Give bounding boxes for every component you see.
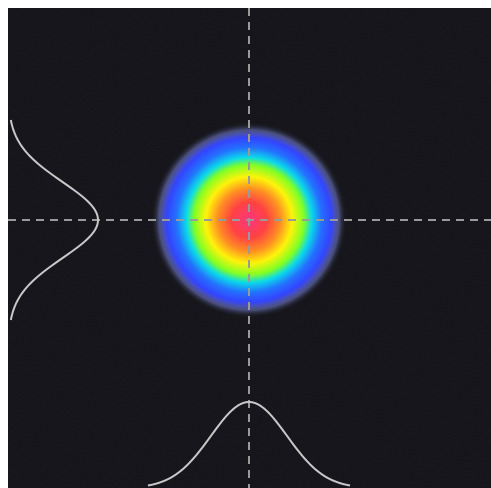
vertical-profile-curve <box>9 119 100 321</box>
beam-image-canvas[interactable] <box>8 8 491 488</box>
horizontal-profile-curve <box>147 401 351 487</box>
beam-image-viewport[interactable] <box>8 8 491 488</box>
